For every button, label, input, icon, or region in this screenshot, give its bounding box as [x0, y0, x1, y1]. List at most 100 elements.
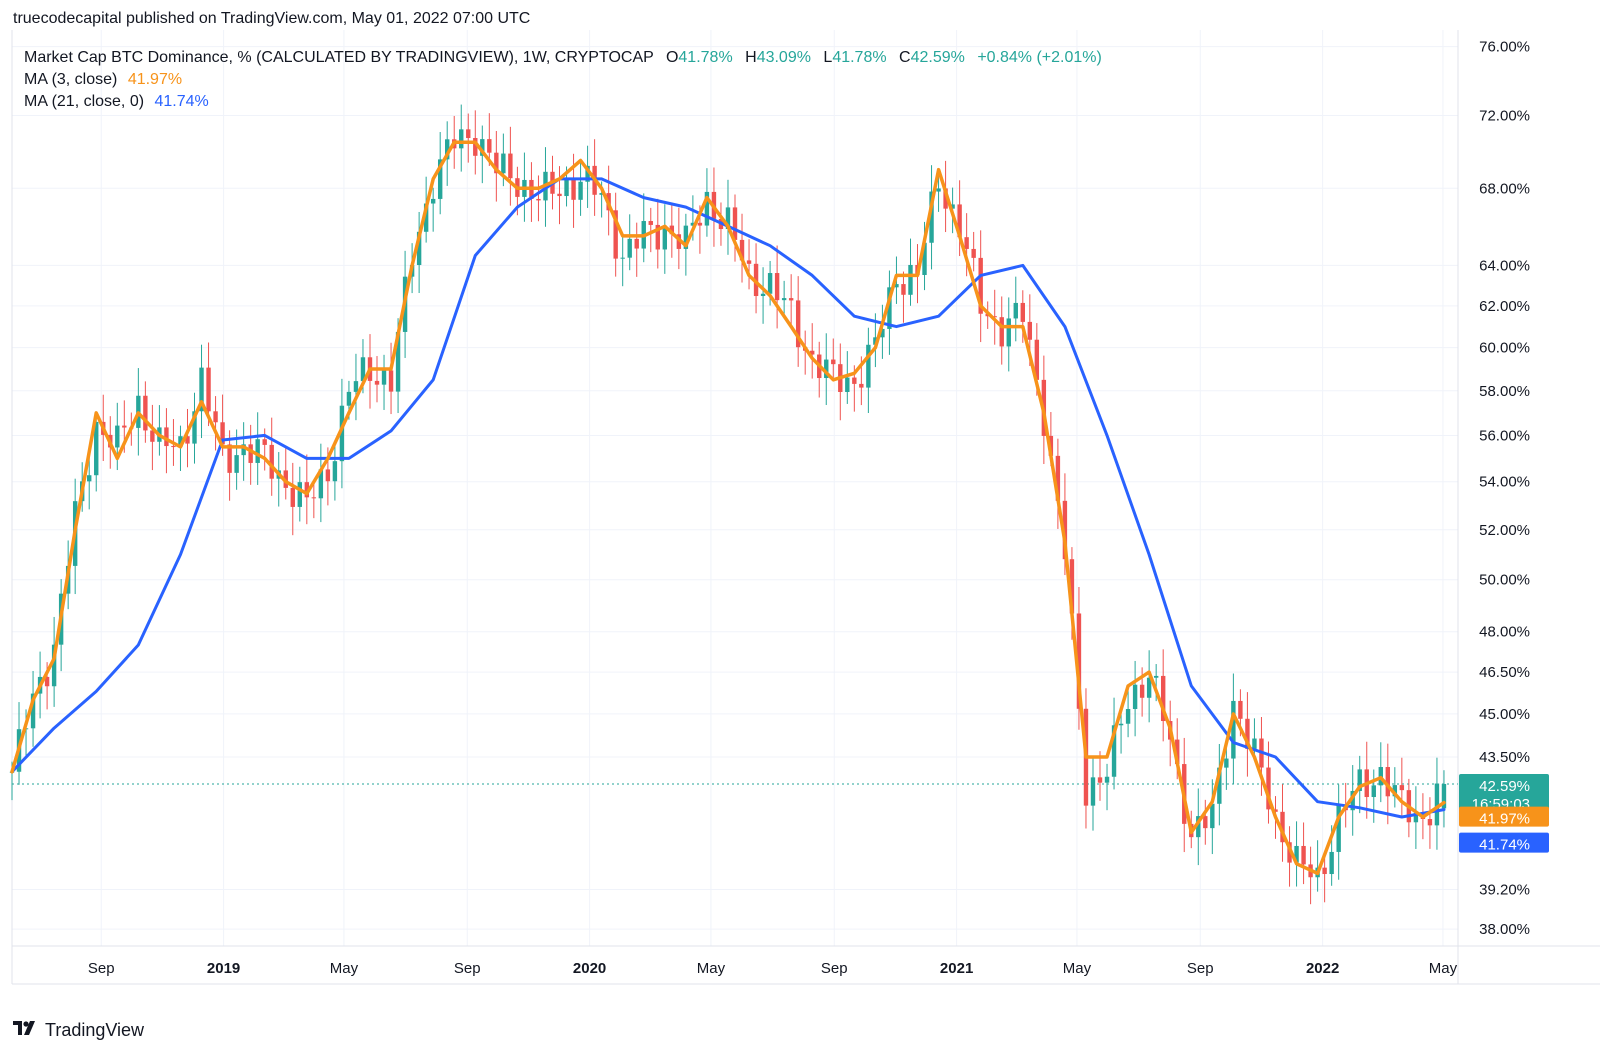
candle	[1104, 763, 1110, 811]
candle-body	[185, 436, 190, 444]
candle	[1427, 797, 1433, 849]
candle	[648, 207, 653, 253]
candle-body	[1357, 769, 1362, 791]
candle-body	[178, 436, 183, 447]
ma3-badge-text: 41.97%	[1479, 811, 1530, 828]
candle-body	[262, 439, 267, 445]
candle-body	[683, 225, 689, 249]
candle-body	[810, 350, 815, 355]
candle-body	[655, 224, 660, 250]
candle-body	[1153, 675, 1159, 678]
candle-body	[311, 497, 317, 499]
candle	[213, 396, 218, 451]
candle-body	[255, 439, 260, 463]
candle-body	[164, 427, 169, 447]
candle	[634, 222, 639, 277]
candle-body	[1160, 675, 1166, 722]
candle-body	[192, 411, 197, 444]
candle	[704, 168, 710, 237]
ma21-badge: 41.74%	[1459, 832, 1549, 854]
y-tick-label: 48.00%	[1479, 624, 1530, 641]
candle-body	[936, 188, 941, 192]
candle	[1336, 784, 1341, 880]
candle-body	[430, 198, 436, 204]
legend-ma21-row: MA (21, close, 0) 41.74%	[24, 91, 1102, 113]
candle-body	[248, 444, 253, 463]
candle	[480, 125, 485, 184]
candle	[795, 276, 801, 367]
candle-body	[795, 300, 801, 348]
candle-body	[318, 469, 324, 499]
legend-open-label: O	[665, 49, 679, 66]
candle	[304, 454, 310, 525]
candle-body	[30, 693, 36, 729]
y-tick-label: 76.00%	[1479, 39, 1530, 56]
candle-body	[746, 260, 752, 264]
candle	[206, 342, 211, 427]
candle	[283, 447, 288, 500]
candle	[1413, 786, 1419, 849]
candle-body	[220, 422, 225, 445]
candle-body	[1076, 613, 1082, 709]
legend-ma3-value: 41.97%	[127, 71, 183, 88]
tradingview-brand[interactable]: TradingView	[13, 1020, 144, 1041]
candle-body	[480, 139, 485, 156]
candle-body	[1006, 318, 1011, 347]
candle-body	[487, 139, 492, 153]
candle-body	[662, 225, 668, 250]
candle	[241, 422, 246, 481]
ma21-line	[10, 177, 1446, 819]
candle	[739, 213, 745, 283]
candle	[880, 304, 885, 359]
candle-body	[599, 193, 604, 195]
candle	[838, 343, 843, 421]
y-tick-label: 54.00%	[1479, 474, 1530, 491]
candle-body	[669, 225, 675, 235]
candle	[416, 211, 422, 293]
candle-body	[908, 264, 913, 295]
candle	[641, 193, 646, 263]
candle-body	[1111, 725, 1117, 777]
legend-change: +0.84% (+2.01%)	[977, 49, 1102, 66]
candle	[1434, 757, 1440, 850]
candle-body	[1434, 783, 1440, 826]
candle-body	[845, 377, 850, 392]
candle-body	[999, 317, 1004, 347]
legend-low-label: L	[823, 49, 833, 66]
candle-body	[1125, 709, 1131, 724]
candle-body	[1217, 767, 1222, 804]
legend-ma21-label: MA (21, close, 0)	[24, 93, 145, 110]
candle	[1055, 438, 1061, 529]
candle	[831, 338, 836, 379]
candle-body	[634, 238, 639, 249]
candle-body	[1322, 867, 1327, 875]
grid-layer	[11, 30, 1600, 985]
candle-body	[227, 444, 232, 473]
candle-body	[697, 222, 703, 226]
candle-body	[1013, 302, 1018, 319]
candle	[494, 130, 499, 202]
candle	[199, 344, 204, 439]
candle	[388, 342, 394, 415]
candle-body	[473, 137, 478, 156]
candle	[845, 351, 850, 404]
candle	[627, 214, 632, 271]
x-tick-label: May	[1429, 960, 1458, 977]
candle-body	[536, 198, 541, 201]
legend-close-value: 42.59%	[910, 49, 965, 66]
candle-body	[87, 475, 92, 482]
legend-ma21-value: 41.74%	[154, 93, 209, 110]
x-tick-label: May	[330, 960, 359, 977]
candle-body	[627, 238, 632, 258]
candle	[536, 175, 541, 222]
candle-body	[1097, 777, 1103, 783]
x-tick-label: 2020	[573, 960, 606, 977]
candle-body	[416, 231, 422, 266]
candle-body	[143, 395, 148, 431]
candle-body	[880, 328, 885, 338]
candle-body	[1203, 816, 1208, 829]
candle	[817, 341, 822, 398]
candle	[774, 245, 780, 329]
candle-body	[1118, 723, 1124, 726]
